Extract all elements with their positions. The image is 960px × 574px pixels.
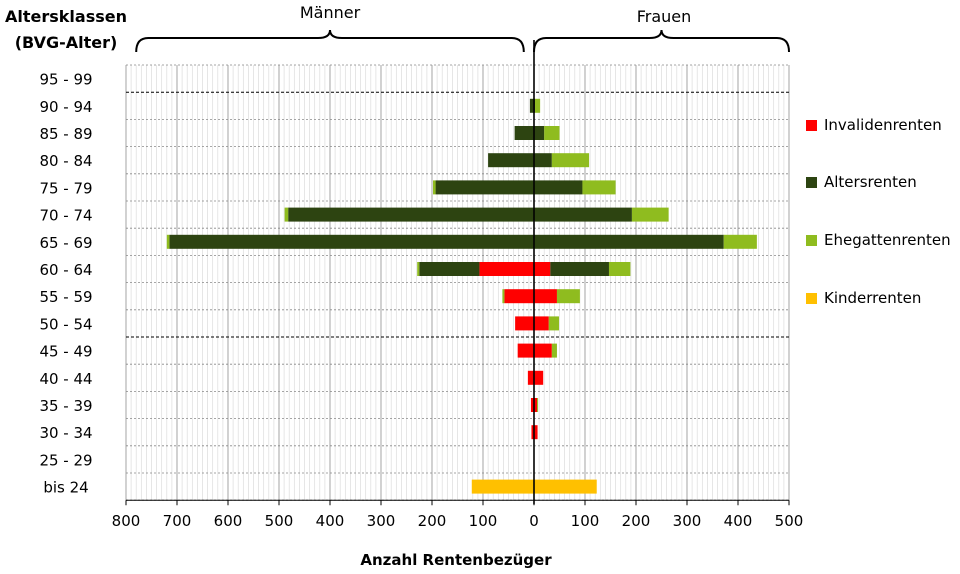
legend: Invalidenrenten Altersrenten Ehegattenrent… bbox=[806, 116, 951, 307]
x-tick-label: 100 bbox=[469, 512, 498, 530]
bar-maenner bbox=[527, 370, 534, 385]
legend-swatch bbox=[806, 235, 817, 246]
bar-maenner bbox=[419, 262, 480, 276]
category-label: 50 - 54 bbox=[39, 315, 92, 333]
x-tick-label: 100 bbox=[571, 512, 600, 530]
x-tick-label: 800 bbox=[112, 512, 141, 530]
x-tick-label: 500 bbox=[265, 512, 294, 530]
category-label: 85 - 89 bbox=[39, 125, 92, 143]
category-label: 65 - 69 bbox=[39, 234, 92, 252]
category-label: 40 - 44 bbox=[39, 370, 92, 388]
bar-maenner bbox=[488, 153, 534, 168]
legend-label: Altersrenten bbox=[824, 173, 917, 191]
bar-maenner bbox=[433, 180, 436, 195]
x-tick-label: 700 bbox=[163, 512, 192, 530]
bar-frauen bbox=[534, 262, 551, 276]
category-label: 60 - 64 bbox=[39, 261, 92, 279]
axes: 95 - 99 90 - 94 85 - 89 80 - 84 75 - 79 70 - … bbox=[39, 40, 803, 530]
category-label: 55 - 59 bbox=[39, 288, 92, 306]
bar-frauen bbox=[548, 316, 559, 331]
category-label: 90 - 94 bbox=[39, 98, 92, 116]
category-label: 30 - 34 bbox=[39, 424, 92, 442]
bar-maenner bbox=[504, 289, 534, 304]
bar-maenner bbox=[529, 98, 534, 113]
bar-frauen bbox=[534, 479, 597, 494]
bar-frauen bbox=[535, 98, 541, 113]
y-axis-title-line2: (BVG-Alter) bbox=[15, 33, 118, 52]
bar-frauen bbox=[582, 180, 616, 195]
legend-swatch bbox=[806, 120, 817, 131]
bar-maenner bbox=[515, 316, 534, 331]
bar-frauen bbox=[534, 153, 552, 168]
bar-frauen bbox=[537, 398, 539, 412]
x-tick-label: 400 bbox=[724, 512, 753, 530]
x-tick-label: 0 bbox=[529, 512, 539, 530]
group-label-maenner: Männer bbox=[300, 3, 361, 22]
bar-frauen bbox=[551, 153, 590, 168]
bar-maenner bbox=[288, 207, 534, 222]
bar-frauen bbox=[723, 234, 757, 249]
bar-maenner bbox=[417, 262, 420, 276]
bar-maenner bbox=[502, 289, 505, 304]
legend-swatch bbox=[806, 177, 817, 188]
bar-maenner bbox=[166, 234, 170, 249]
bar-maenner bbox=[284, 207, 289, 222]
bar-maenner bbox=[530, 398, 534, 412]
category-label: 95 - 99 bbox=[39, 71, 92, 89]
bar-frauen bbox=[534, 343, 552, 358]
legend-label: Ehegattenrenten bbox=[824, 231, 951, 249]
bar-frauen bbox=[631, 207, 669, 222]
category-label: bis 24 bbox=[43, 479, 88, 497]
x-tick-label: 200 bbox=[622, 512, 651, 530]
bar-maenner bbox=[169, 234, 534, 249]
bar-maenner bbox=[531, 425, 534, 440]
group-label-frauen: Frauen bbox=[637, 7, 692, 26]
category-label: 80 - 84 bbox=[39, 152, 92, 170]
legend-swatch bbox=[806, 293, 817, 304]
bar-frauen bbox=[534, 316, 549, 331]
group-braces bbox=[135, 29, 790, 53]
category-label: 75 - 79 bbox=[39, 179, 92, 197]
bar-frauen bbox=[534, 207, 632, 222]
bar-frauen bbox=[534, 370, 544, 385]
bar-frauen bbox=[608, 262, 631, 276]
x-tick-label: 600 bbox=[214, 512, 243, 530]
category-label: 25 - 29 bbox=[39, 451, 92, 469]
bar-frauen bbox=[550, 262, 609, 276]
x-axis-title: Anzahl Rentenbezüger bbox=[360, 551, 552, 569]
category-label: 35 - 39 bbox=[39, 397, 92, 415]
legend-label: Invalidenrenten bbox=[824, 116, 942, 134]
bar-frauen bbox=[534, 234, 724, 249]
bar-maenner bbox=[479, 262, 534, 276]
bar-frauen bbox=[556, 289, 580, 304]
x-tick-label: 300 bbox=[367, 512, 396, 530]
bar-frauen bbox=[534, 180, 583, 195]
bar-maenner bbox=[435, 180, 534, 195]
x-tick-label: 500 bbox=[775, 512, 804, 530]
brace-maenner bbox=[135, 29, 525, 53]
bar-frauen bbox=[551, 343, 557, 358]
legend-label: Kinderrenten bbox=[824, 289, 921, 307]
x-tick-label: 300 bbox=[673, 512, 702, 530]
bar-maenner bbox=[471, 479, 534, 494]
bars bbox=[166, 98, 757, 494]
category-label: 70 - 74 bbox=[39, 207, 92, 225]
bar-frauen bbox=[534, 289, 557, 304]
grid bbox=[125, 64, 790, 501]
bar-maenner bbox=[514, 126, 534, 140]
bar-frauen bbox=[544, 126, 560, 140]
x-tick-label: 200 bbox=[418, 512, 447, 530]
bar-maenner bbox=[517, 343, 534, 358]
bar-frauen bbox=[534, 398, 538, 412]
y-axis-title-line1: Altersklassen bbox=[5, 7, 127, 26]
category-label: 45 - 49 bbox=[39, 343, 92, 361]
bar-frauen bbox=[534, 126, 545, 140]
x-tick-label: 400 bbox=[316, 512, 345, 530]
bar-frauen bbox=[534, 425, 538, 440]
brace-frauen bbox=[533, 29, 790, 53]
